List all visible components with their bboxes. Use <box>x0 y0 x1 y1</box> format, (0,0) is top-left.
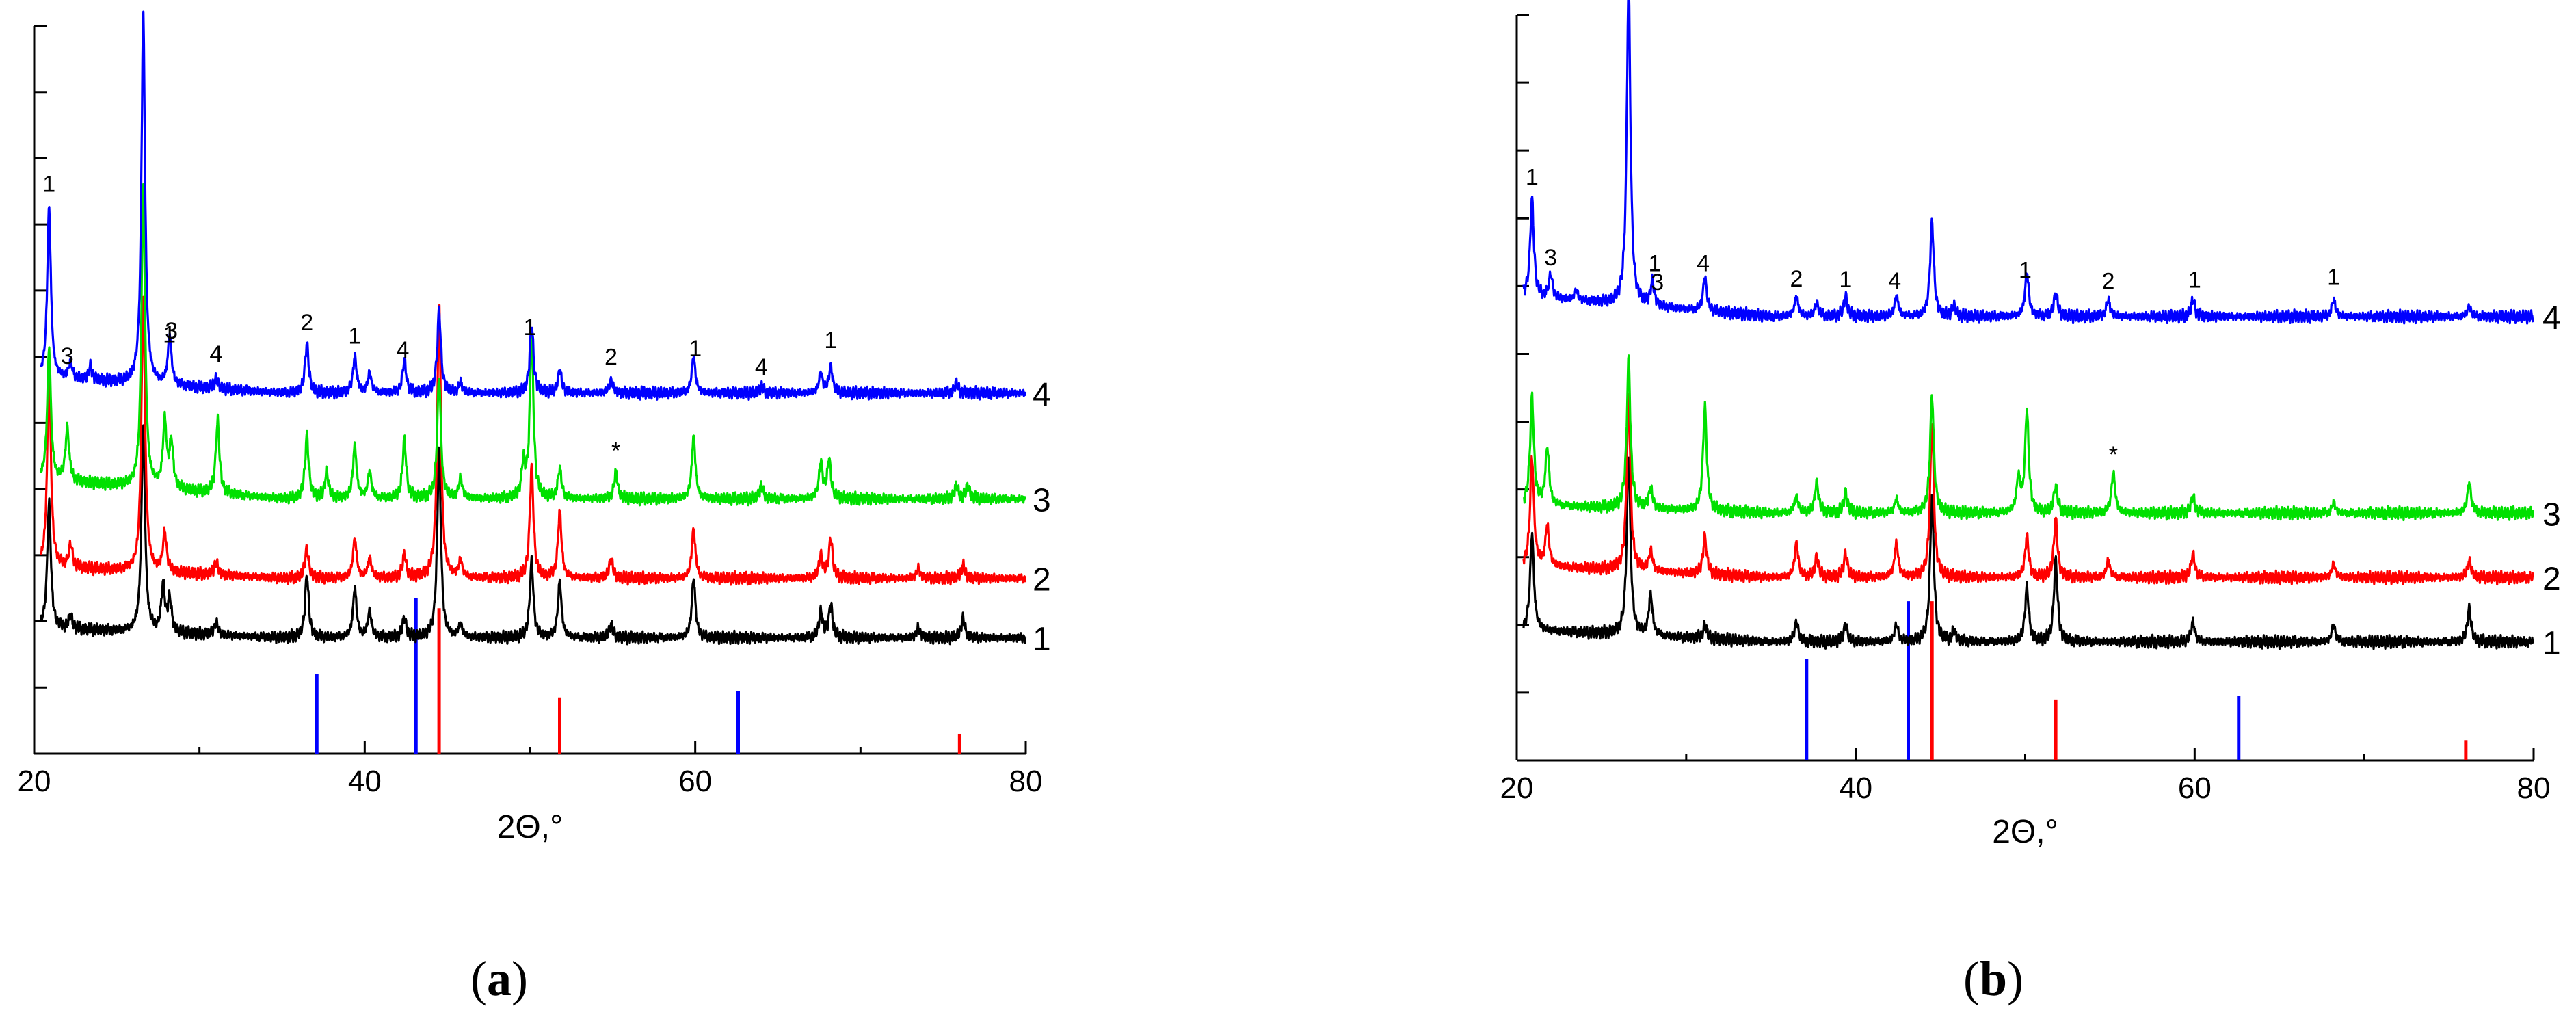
peak-marker-asterisk: * <box>611 438 620 464</box>
x-axis-title: 2Θ,° <box>1992 814 2058 850</box>
peak-label: 1 <box>824 328 837 354</box>
series-line-2 <box>1522 393 2535 586</box>
reference-lines <box>315 598 961 754</box>
curve-label-2: 2 <box>1033 562 1051 598</box>
peak-label: 3 <box>61 343 74 369</box>
x-tick-label: 40 <box>348 765 382 798</box>
x-axis-title: 2Θ,° <box>497 809 563 845</box>
peak-label: 1 <box>689 336 702 362</box>
peak-marker-asterisk: * <box>2109 442 2118 468</box>
x-tick-label: 80 <box>2517 771 2551 805</box>
series-line-2 <box>40 295 1027 586</box>
peak-label: 1 <box>1649 250 1662 276</box>
peak-label: 1 <box>1526 164 1539 190</box>
x-tick-label: 60 <box>2178 771 2212 805</box>
x-tick-label: 20 <box>1500 771 1534 805</box>
peak-label: 2 <box>2101 268 2114 294</box>
series-line-3 <box>1522 354 2535 522</box>
x-tick-label: 80 <box>1009 765 1043 798</box>
series-line-4 <box>40 10 1027 401</box>
peak-label: 2 <box>605 344 618 370</box>
series-line-1 <box>40 424 1027 646</box>
curve-label-3: 3 <box>1033 483 1051 519</box>
peak-label: 1 <box>42 172 55 198</box>
peak-label: 1 <box>2019 257 2032 283</box>
peak-label: 4 <box>209 341 222 367</box>
peak-label: 1 <box>1839 267 1852 293</box>
peak-label: 1 <box>348 323 361 349</box>
peak-label: 4 <box>1888 268 1901 294</box>
curve-label-4: 4 <box>2542 300 2561 336</box>
peak-label: 4 <box>396 337 409 363</box>
peak-label: 3 <box>1651 269 1664 295</box>
axes: 20 40 60 80 2Θ,° <box>1500 14 2551 850</box>
curve-label-3: 3 <box>2542 497 2561 533</box>
curve-label-4: 4 <box>1033 377 1051 413</box>
curve-label-1: 1 <box>2542 626 2561 662</box>
axes: 20 40 60 80 2Θ,° <box>18 25 1043 845</box>
series-group: 1 2 3 4 <box>1522 0 2561 662</box>
peak-label: 1 <box>524 315 537 341</box>
x-tick-label: 40 <box>1839 771 1872 805</box>
panel-label-a: (a) <box>470 951 528 1006</box>
curve-label-1: 1 <box>1033 622 1051 658</box>
peak-label: 1 <box>2327 265 2340 291</box>
peak-label: 1 <box>163 322 176 348</box>
reference-lines <box>1805 601 2468 760</box>
peak-label: 2 <box>300 310 313 336</box>
peak-label: 2 <box>1790 266 1803 292</box>
peak-label: 3 <box>1544 245 1557 271</box>
series-line-3 <box>40 183 1026 507</box>
series-line-4 <box>1522 0 2535 325</box>
x-tick-label: 20 <box>18 765 51 798</box>
series-line-1 <box>1522 456 2535 650</box>
panel-label-b: (b) <box>1963 951 2023 1006</box>
peak-label: 3 <box>165 318 178 344</box>
series-group: 1 2 3 4 <box>40 10 1051 658</box>
curve-label-2: 2 <box>2542 561 2561 597</box>
peak-label: 4 <box>1697 251 1710 277</box>
x-tick-label: 60 <box>678 765 712 798</box>
peak-label: 1 <box>2188 267 2201 293</box>
peak-label: 4 <box>755 354 768 380</box>
